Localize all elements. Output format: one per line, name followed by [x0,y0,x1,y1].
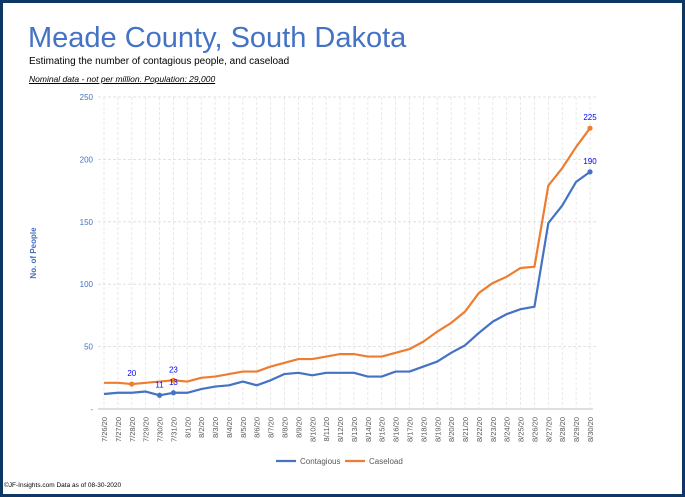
x-tick-label: 8/22/20 [475,417,484,442]
x-tick-label: 8/4/20 [225,417,234,438]
x-tick-label: 7/26/20 [100,417,109,442]
data-label: 23 [169,365,178,374]
population-note: Nominal data - not per million. Populati… [29,74,216,84]
x-tick-label: 8/17/20 [405,417,414,442]
x-tick-label: 7/28/20 [128,417,137,442]
x-tick-label: 8/28/20 [558,417,567,442]
x-tick-label: 8/15/20 [378,417,387,442]
y-tick-label: - [90,405,93,414]
data-point-marker [156,392,163,398]
x-tick-label: 8/30/20 [586,417,595,442]
x-tick-label: 8/13/20 [350,417,359,442]
x-tick-label: 8/20/20 [447,417,456,442]
x-tick-label: 7/31/20 [169,417,178,442]
x-tick-label: 8/7/20 [267,417,276,438]
page-title: Meade County, South Dakota [28,22,407,54]
subtitle: Estimating the number of contagious peop… [29,56,290,67]
x-tick-label: 8/9/20 [294,417,303,438]
data-point-marker [587,125,593,131]
x-tick-label: 8/27/20 [544,417,553,442]
y-tick-label: 100 [80,280,94,289]
x-tick-label: 8/18/20 [419,417,428,442]
x-tick-label: 8/16/20 [392,417,401,442]
x-tick-label: 8/3/20 [211,417,220,438]
x-tick-label: 8/6/20 [253,417,262,438]
series-line-contagious [103,170,591,397]
x-tick-label: 8/21/20 [461,417,470,442]
x-tick-label: 8/24/20 [503,417,512,442]
data-label: 190 [583,157,597,166]
y-axis-label: No. of People [29,227,38,279]
x-tick-label: 8/25/20 [517,417,526,442]
x-tick-label: 8/5/20 [239,417,248,438]
x-tick-label: 8/1/20 [183,417,192,438]
y-tick-label: 200 [80,155,94,164]
y-tick-label: 50 [84,343,93,352]
x-tick-label: 8/12/20 [336,417,345,442]
footer-credit: ©JF-Insights.com Data as of 08-30-2020 [4,482,122,489]
data-point-marker [129,381,135,387]
y-tick-label: 150 [80,218,94,227]
x-tick-label: 8/11/20 [322,417,331,441]
x-tick-label: 8/26/20 [530,417,539,442]
legend-label-caseload: Caseload [369,457,403,466]
data-point-marker [170,377,177,383]
data-label: 225 [583,113,597,122]
x-tick-label: 8/23/20 [489,417,498,442]
data-point-marker [587,169,593,175]
x-tick-label: 7/29/20 [142,417,151,442]
x-tick-label: 7/27/20 [114,417,123,442]
legend-label-contagious: Contagious [300,457,340,466]
y-tick-label: 250 [80,93,94,102]
x-tick-label: 7/30/20 [156,417,165,442]
x-tick-label: 8/8/20 [281,417,290,438]
data-label: 13 [169,378,178,387]
data-label: 11 [155,380,164,389]
data-point-marker [170,390,177,396]
x-tick-label: 8/2/20 [197,417,206,438]
series-line-caseload [104,127,591,386]
x-tick-label: 8/19/20 [433,417,442,442]
data-label: 20 [127,369,136,378]
x-tick-label: 8/14/20 [364,417,373,442]
x-tick-label: 8/10/20 [308,417,317,442]
x-tick-label: 8/29/20 [572,417,581,442]
